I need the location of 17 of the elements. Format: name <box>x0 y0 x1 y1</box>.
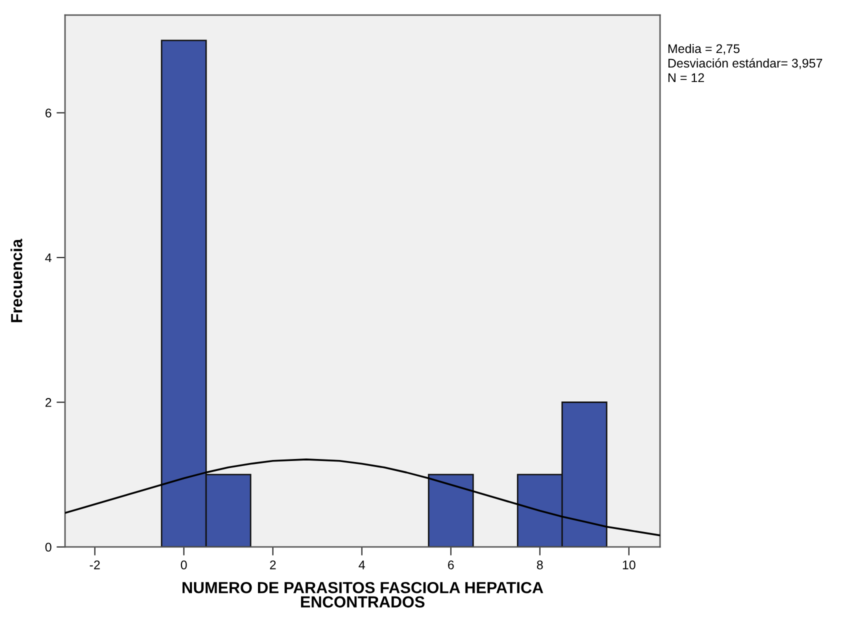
y-tick-label: 4 <box>45 253 52 262</box>
line-series <box>65 458 660 536</box>
text: Desviación estándar= 3,957 <box>668 58 822 70</box>
x-tick-label: 4 <box>358 560 365 570</box>
x-tick-label: 2 <box>270 560 276 570</box>
y-tick-label: 0 <box>45 542 52 552</box>
text: Media = 2,75 <box>668 44 740 55</box>
text: N = 12 <box>668 73 704 82</box>
x-tick-label: -2 <box>90 560 100 570</box>
x-tick-label: 8 <box>536 560 543 570</box>
x-tick-label: 0 <box>180 560 187 570</box>
y-tick-label: 6 <box>46 108 52 118</box>
y-tick-label: 2 <box>46 398 52 407</box>
x-tick-label: 6 <box>448 560 454 570</box>
x-axis-title: NUMERO DE PARASITOS FASCIOLA HEPATICA ENCONTRADOS <box>182 582 544 608</box>
y-axis-title: Frecuencia <box>10 238 22 322</box>
x-tick-label: 10 <box>622 560 636 570</box>
